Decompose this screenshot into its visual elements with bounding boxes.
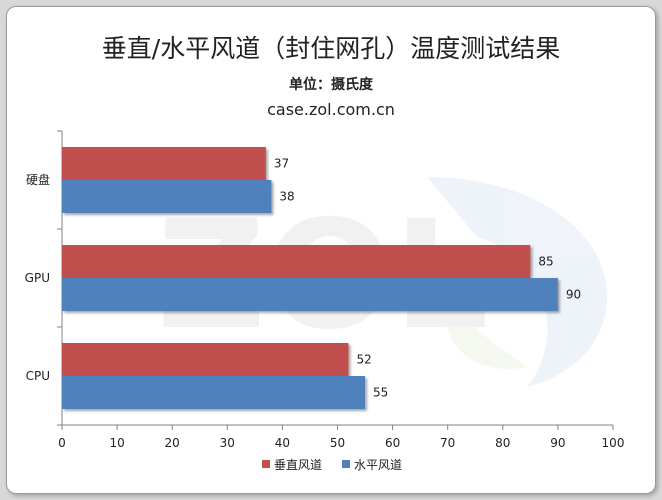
bar-series1 <box>62 245 531 278</box>
data-label: 37 <box>274 157 289 171</box>
legend-swatch <box>262 460 270 468</box>
chart-subtitle: 单位：摄氏度 <box>289 77 373 93</box>
legend-item: 水平风道 <box>342 458 402 472</box>
x-tick-label: 40 <box>275 436 290 450</box>
x-tick-label: 100 <box>602 436 625 450</box>
x-tick-label: 60 <box>385 436 400 450</box>
bar-series1 <box>62 147 266 180</box>
x-tick-label: 10 <box>109 436 124 450</box>
x-tick-label: 70 <box>440 436 455 450</box>
x-tick-label: 80 <box>495 436 510 450</box>
data-label: 85 <box>538 255 553 269</box>
bar-series2 <box>62 180 272 213</box>
x-tick-label: 50 <box>330 436 345 450</box>
legend-item: 垂直风道 <box>262 458 322 472</box>
data-label: 55 <box>373 386 388 400</box>
y-tick-label: CPU <box>26 369 50 383</box>
x-tick-label: 0 <box>58 436 66 450</box>
chart-title: 垂直/水平风道（封住网孔）温度测试结果 <box>101 34 561 63</box>
bar-series1 <box>62 343 349 376</box>
bar-series2 <box>62 376 366 409</box>
x-tick-label: 30 <box>220 436 235 450</box>
y-tick-label: 硬盘 <box>26 172 50 187</box>
data-label: 90 <box>566 288 581 302</box>
y-tick-label: GPU <box>25 271 50 285</box>
chart-frame: 垂直/水平风道（封住网孔）温度测试结果 单位：摄氏度 case.zol.com.… <box>6 6 656 494</box>
data-label: 38 <box>279 190 294 204</box>
bar-chart: ZOL 0102030405060708090100硬盘GPUCPU373885… <box>25 130 625 472</box>
data-label: 52 <box>357 353 372 367</box>
bar-series2 <box>62 278 558 311</box>
plot-area: 0 10 20 30 40 50 60 70 80 90 100 硬盘 GPU CPU 37 38 85 90 52… <box>25 130 625 450</box>
legend-swatch <box>342 460 350 468</box>
legend: 垂直风道 水平风道 <box>262 458 402 472</box>
x-tick-label: 90 <box>550 436 565 450</box>
chart-source: case.zol.com.cn <box>267 100 395 119</box>
legend-label: 水平风道 <box>354 458 402 472</box>
legend-label: 垂直风道 <box>274 458 322 472</box>
x-tick-label: 20 <box>165 436 180 450</box>
